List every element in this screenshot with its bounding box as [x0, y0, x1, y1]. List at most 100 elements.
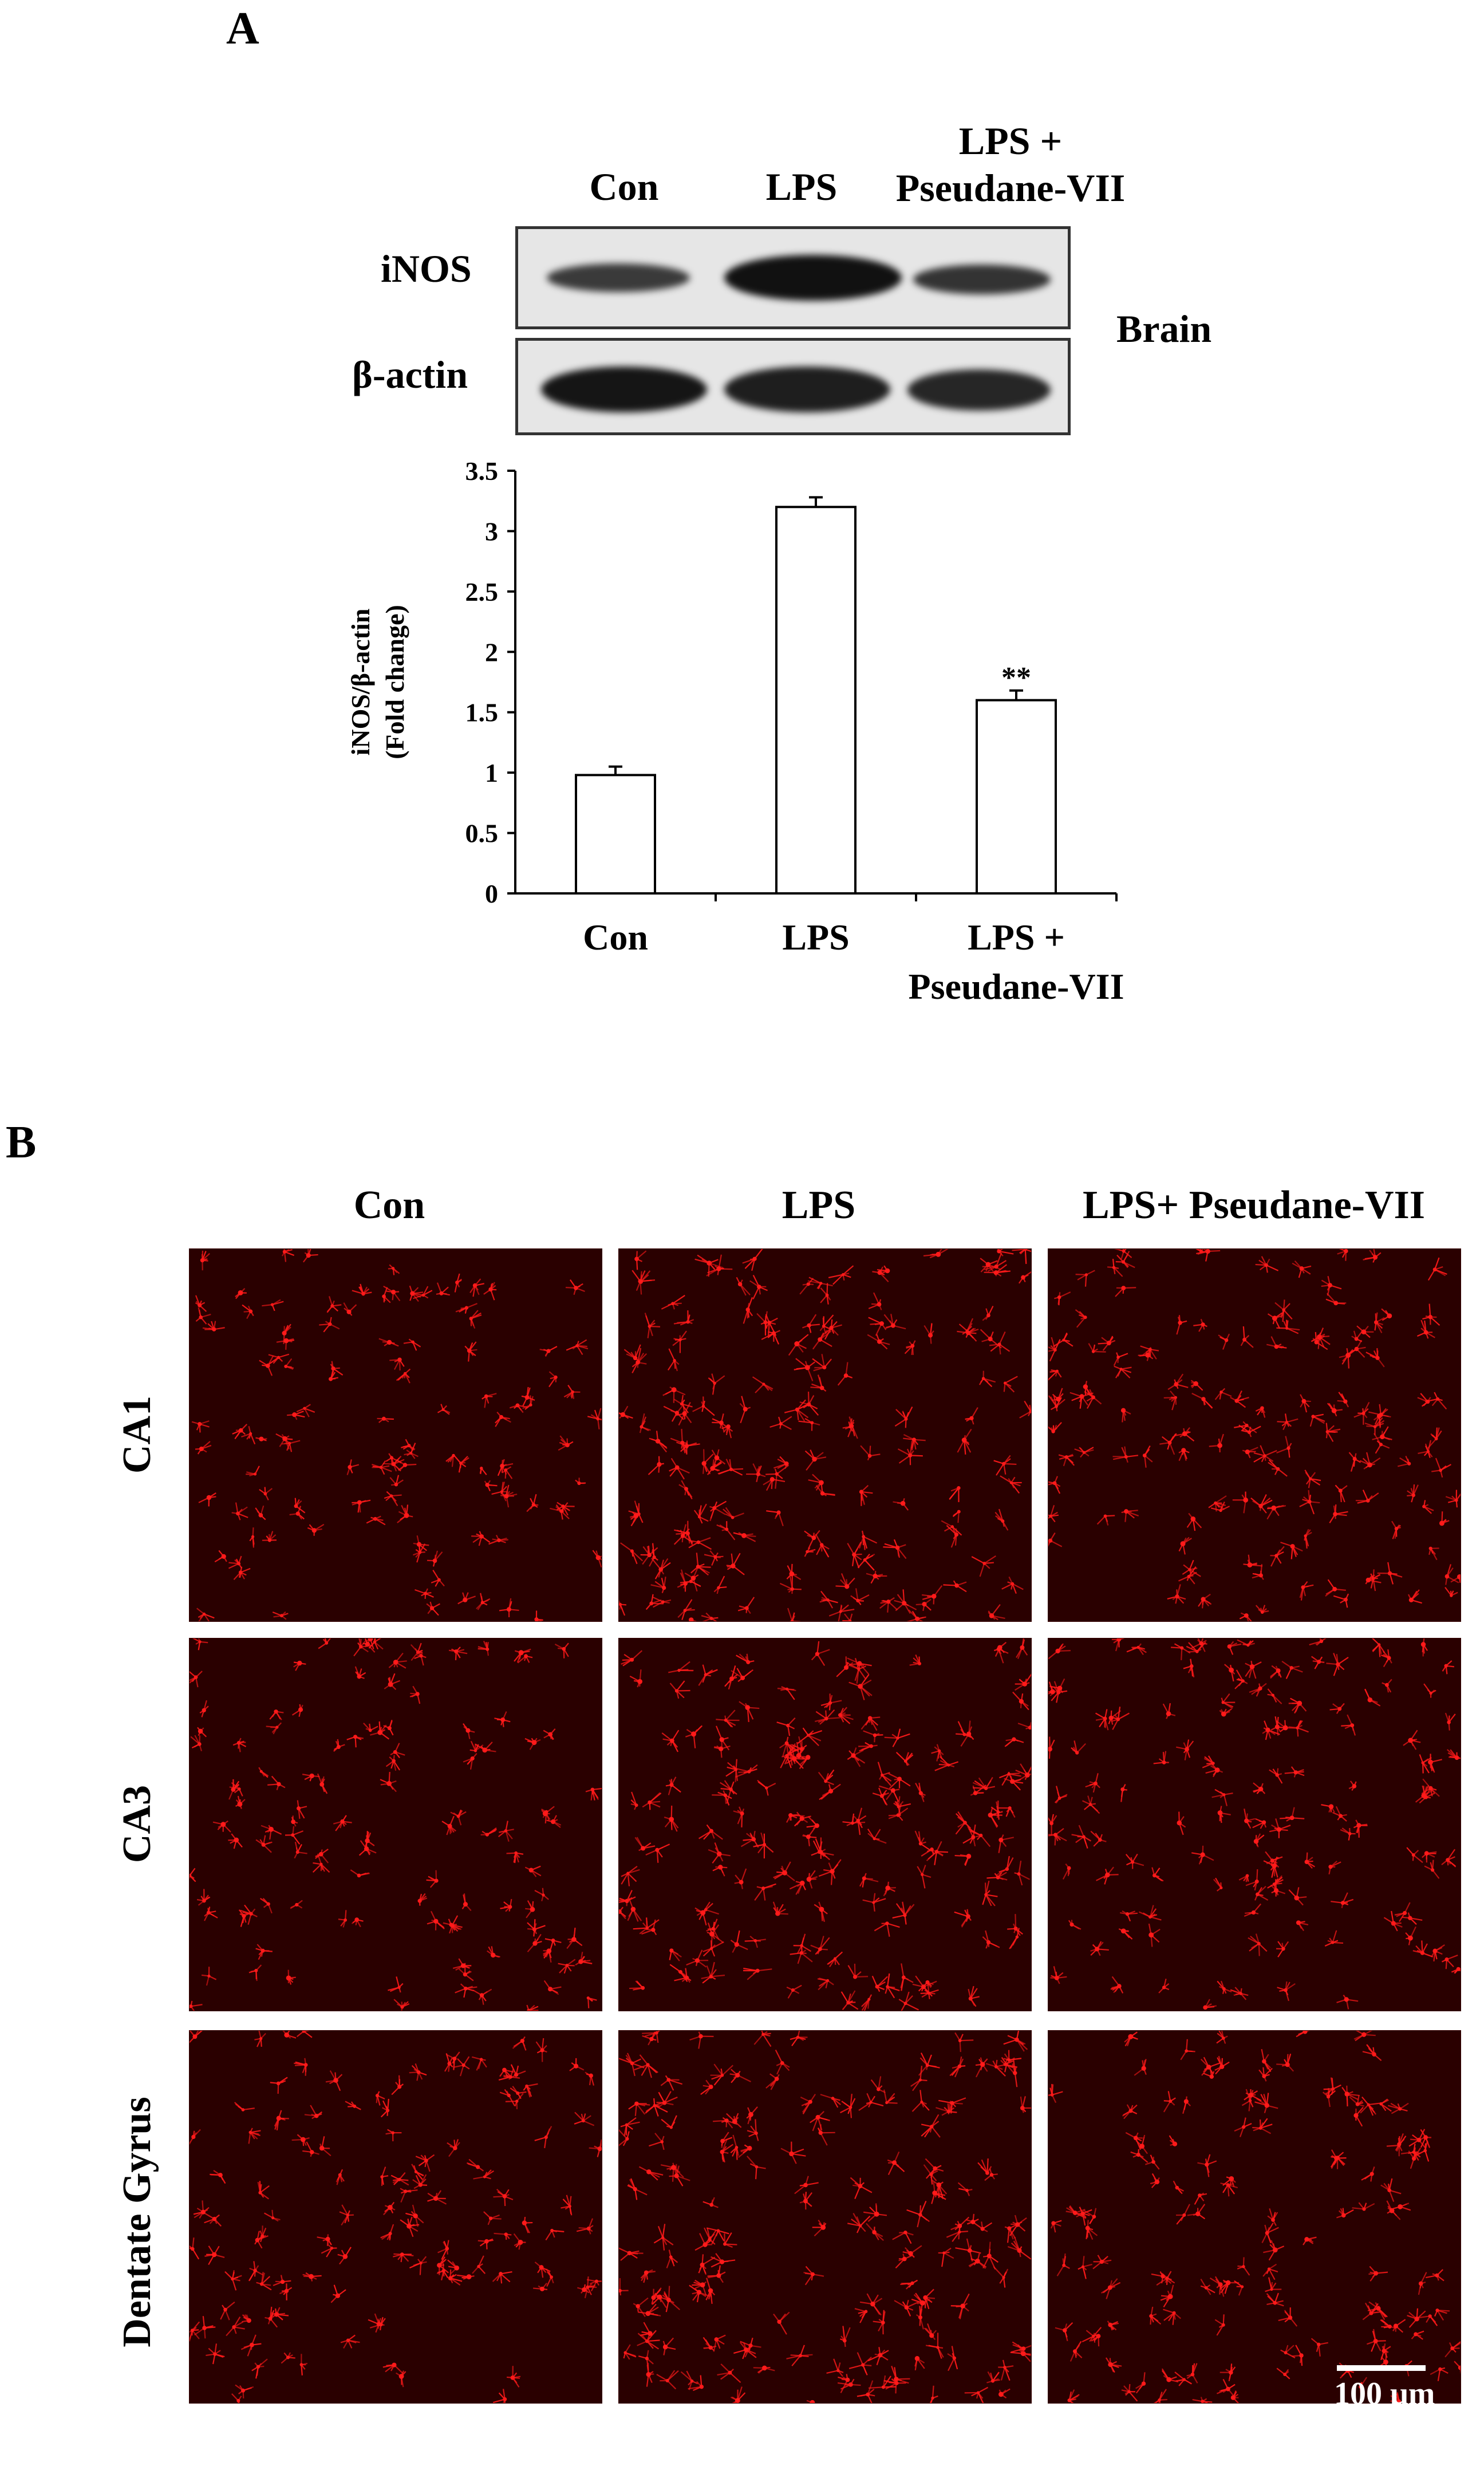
micrograph-cells — [619, 2031, 1031, 2403]
astrocyte-cell — [196, 1307, 211, 1324]
astrocyte-cell — [666, 1777, 681, 1795]
astrocyte-cell — [1426, 2270, 1444, 2281]
astrocyte-cell — [391, 2173, 409, 2185]
astrocyte-cell — [897, 1752, 913, 1766]
astrocyte-cell — [849, 2353, 871, 2375]
astrocyte-cell — [384, 1673, 400, 1689]
astrocyte-cell — [1365, 1689, 1380, 1706]
astrocyte-cell — [242, 2315, 251, 2323]
astrocyte-cell — [482, 1393, 497, 1408]
astrocyte-cell — [750, 1275, 768, 1299]
astrocyte-cell — [1124, 2032, 1138, 2046]
astrocyte-cell — [925, 2323, 936, 2339]
astrocyte-cell — [1241, 1326, 1253, 1348]
astrocyte-cell — [190, 1868, 196, 1886]
astrocyte-cell — [627, 2178, 647, 2200]
astrocyte-cell — [1005, 1738, 1024, 1747]
astrocyte-cell — [366, 1516, 385, 1525]
astrocyte-cell — [714, 1576, 727, 1594]
astrocyte-cell — [986, 1872, 1007, 1880]
astrocyte-cell — [318, 1638, 331, 1649]
astrocyte-cell — [1360, 1452, 1380, 1469]
astrocyte-cell — [1176, 1740, 1193, 1760]
astrocyte-cell — [575, 1478, 586, 1485]
astrocyte-cell — [1183, 1659, 1194, 1677]
astrocyte-cell — [965, 2388, 988, 2403]
astrocyte-cell — [790, 1950, 812, 1963]
astrocyte-cell — [1321, 1276, 1341, 1295]
astrocyte-cell — [706, 2278, 715, 2304]
astrocyte-cell — [819, 1784, 840, 1800]
astrocyte-cell — [290, 1901, 302, 1909]
astrocyte-cell — [190, 2129, 200, 2146]
astrocyte-cell — [1418, 1440, 1432, 1458]
astrocyte-cell — [884, 2090, 897, 2104]
astrocyte-cell — [1409, 2129, 1426, 2149]
astrocyte-cell — [1067, 2390, 1079, 2403]
astrocyte-cell — [281, 2031, 296, 2038]
astrocyte-cell — [800, 2192, 812, 2209]
astrocyte-cell — [887, 2152, 904, 2174]
astrocyte-cell — [649, 2133, 664, 2150]
astrocyte-cell — [1048, 1476, 1060, 1494]
astrocyte-cell — [487, 1946, 500, 1957]
astrocyte-cell — [884, 1882, 896, 1896]
astrocyte-cell — [481, 1828, 497, 1837]
astrocyte-cell — [1175, 1428, 1194, 1441]
astrocyte-cell — [819, 1860, 841, 1885]
astrocyte-cell — [955, 2032, 973, 2052]
astrocyte-cell — [286, 1970, 296, 1985]
astrocyte-cell — [303, 2273, 322, 2282]
y-axis-label-line-2: (Fold change) — [380, 605, 409, 759]
astrocyte-cell — [297, 1801, 307, 1819]
blot-lane-label-line-2: Pseudane-VII — [876, 164, 1145, 211]
micrograph-cells — [190, 1249, 602, 1621]
astrocyte-cell — [917, 1865, 931, 1889]
astrocyte-cell — [885, 1729, 910, 1747]
astrocyte-cell — [457, 2274, 474, 2279]
astrocyte-cell — [558, 1436, 573, 1450]
astrocyte-cell — [668, 1349, 679, 1371]
astrocyte-cell — [404, 1443, 418, 1459]
astrocyte-cell — [1282, 1661, 1303, 1679]
astrocyte-cell — [1326, 1293, 1346, 1305]
astrocyte-cell — [352, 1500, 370, 1513]
astrocyte-cell — [469, 1310, 481, 1329]
astrocyte-cell — [871, 2077, 886, 2093]
astrocyte-cell — [533, 1610, 545, 1621]
astrocyte-cell — [195, 1441, 211, 1454]
astrocyte-cell — [536, 2038, 547, 2062]
astrocyte-cell — [1321, 1804, 1334, 1812]
astrocyte-cell — [1387, 2201, 1400, 2220]
astrocyte-cell — [754, 2031, 771, 2047]
micrograph-tile — [189, 2030, 602, 2404]
astrocyte-cell — [1349, 1452, 1360, 1471]
astrocyte-cell — [1417, 1320, 1435, 1338]
astrocyte-cell — [713, 1865, 727, 1876]
astrocyte-cell — [202, 1967, 216, 1985]
astrocyte-cell — [1266, 1337, 1286, 1349]
astrocyte-cell — [1222, 1694, 1236, 1708]
astrocyte-cell — [661, 2075, 682, 2090]
astrocyte-cell — [1451, 1967, 1461, 1973]
astrocyte-cell — [225, 2270, 242, 2290]
astrocyte-cell — [661, 2115, 677, 2129]
astrocyte-cell — [623, 2345, 636, 2359]
astrocyte-cell — [1363, 2044, 1382, 2061]
astrocyte-cell — [891, 2366, 910, 2393]
astrocyte-cell — [861, 1445, 880, 1460]
astrocyte-cell — [720, 2132, 732, 2148]
astrocyte-cell — [1187, 2363, 1198, 2384]
astrocyte-cell — [744, 1297, 753, 1323]
astrocyte-cell — [1071, 1740, 1086, 1754]
astrocyte-cell — [816, 1534, 830, 1557]
astrocyte-cell — [1312, 2338, 1328, 2356]
astrocyte-cell — [1323, 2088, 1336, 2107]
astrocyte-cell — [393, 2252, 413, 2262]
astrocyte-cell — [858, 1743, 878, 1751]
astrocyte-cell — [386, 2130, 402, 2141]
astrocyte-cell — [564, 1385, 580, 1399]
astrocyte-cell — [535, 2262, 550, 2278]
astrocyte-cell — [252, 2359, 267, 2378]
astrocyte-cell — [1422, 1500, 1434, 1513]
